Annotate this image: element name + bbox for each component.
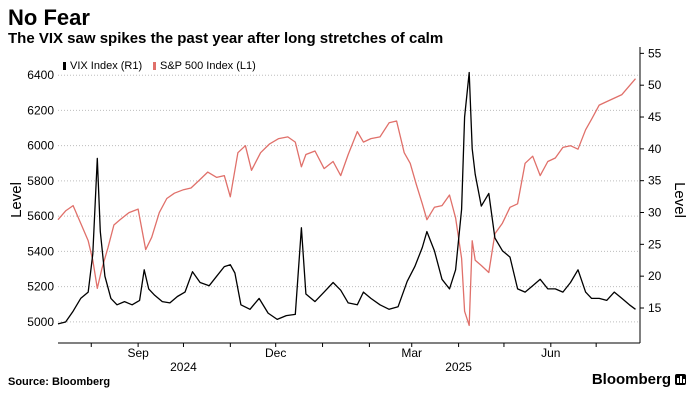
left-tick-label: 5400 (27, 244, 54, 258)
right-tick-label: 20 (648, 269, 662, 283)
legend-label-spx: S&P 500 Index (L1) (160, 60, 256, 72)
right-tick-label: 15 (648, 301, 662, 315)
brand-logo: Bloomberg (592, 371, 686, 388)
left-axis-title: Level (8, 182, 25, 218)
right-tick-label: 50 (648, 78, 662, 92)
x-year-label: 2025 (445, 360, 472, 374)
axes (58, 47, 641, 344)
left-tick-label: 5200 (27, 280, 54, 294)
right-tick-label: 30 (648, 206, 662, 220)
month-tick-marks (90, 343, 597, 347)
right-tick-label: 35 (648, 174, 662, 188)
spx-line (57, 78, 636, 327)
left-tick-label: 5000 (27, 315, 54, 329)
legend-swatch-spx (153, 62, 156, 70)
x-tick-label: Mar (401, 346, 422, 360)
right-axis-ticks: 15 20 25 30 35 40 45 50 55 (640, 46, 662, 315)
series-lines (57, 71, 636, 327)
x-axis-ticks: Sep Dec Mar Jun 2024 2025 (127, 346, 560, 374)
x-tick-label: Sep (127, 346, 149, 360)
x-tick-label: Jun (541, 346, 560, 360)
left-tick-label: 6400 (27, 68, 54, 82)
legend: VIX Index (R1) S&P 500 Index (L1) (60, 57, 260, 73)
left-tick-label: 5600 (27, 209, 54, 223)
right-tick-label: 40 (648, 142, 662, 156)
chart-title: No Fear (8, 5, 90, 30)
legend-box (60, 57, 260, 73)
source-note: Source: Bloomberg (8, 376, 111, 388)
legend-label-vix: VIX Index (R1) (70, 60, 142, 72)
left-tick-label: 6200 (27, 103, 54, 117)
left-tick-label: 6000 (27, 139, 54, 153)
right-tick-label: 55 (648, 46, 662, 60)
right-tick-label: 25 (648, 237, 662, 251)
gridlines (58, 74, 640, 323)
left-axis-ticks: 5000 5200 5400 5600 5800 6000 6200 6400 (27, 68, 54, 329)
right-axis-title: Level (671, 182, 688, 218)
legend-swatch-vix (63, 62, 66, 70)
x-tick-label: Dec (265, 346, 286, 360)
bloomberg-bars-icon (675, 374, 686, 385)
chart-subtitle: The VIX saw spikes the past year after l… (8, 30, 444, 47)
right-tick-label: 45 (648, 110, 662, 124)
left-tick-label: 5800 (27, 174, 54, 188)
brand-wordmark: Bloomberg (591, 371, 671, 388)
x-year-label: 2024 (170, 360, 197, 374)
vix-line (57, 71, 636, 325)
